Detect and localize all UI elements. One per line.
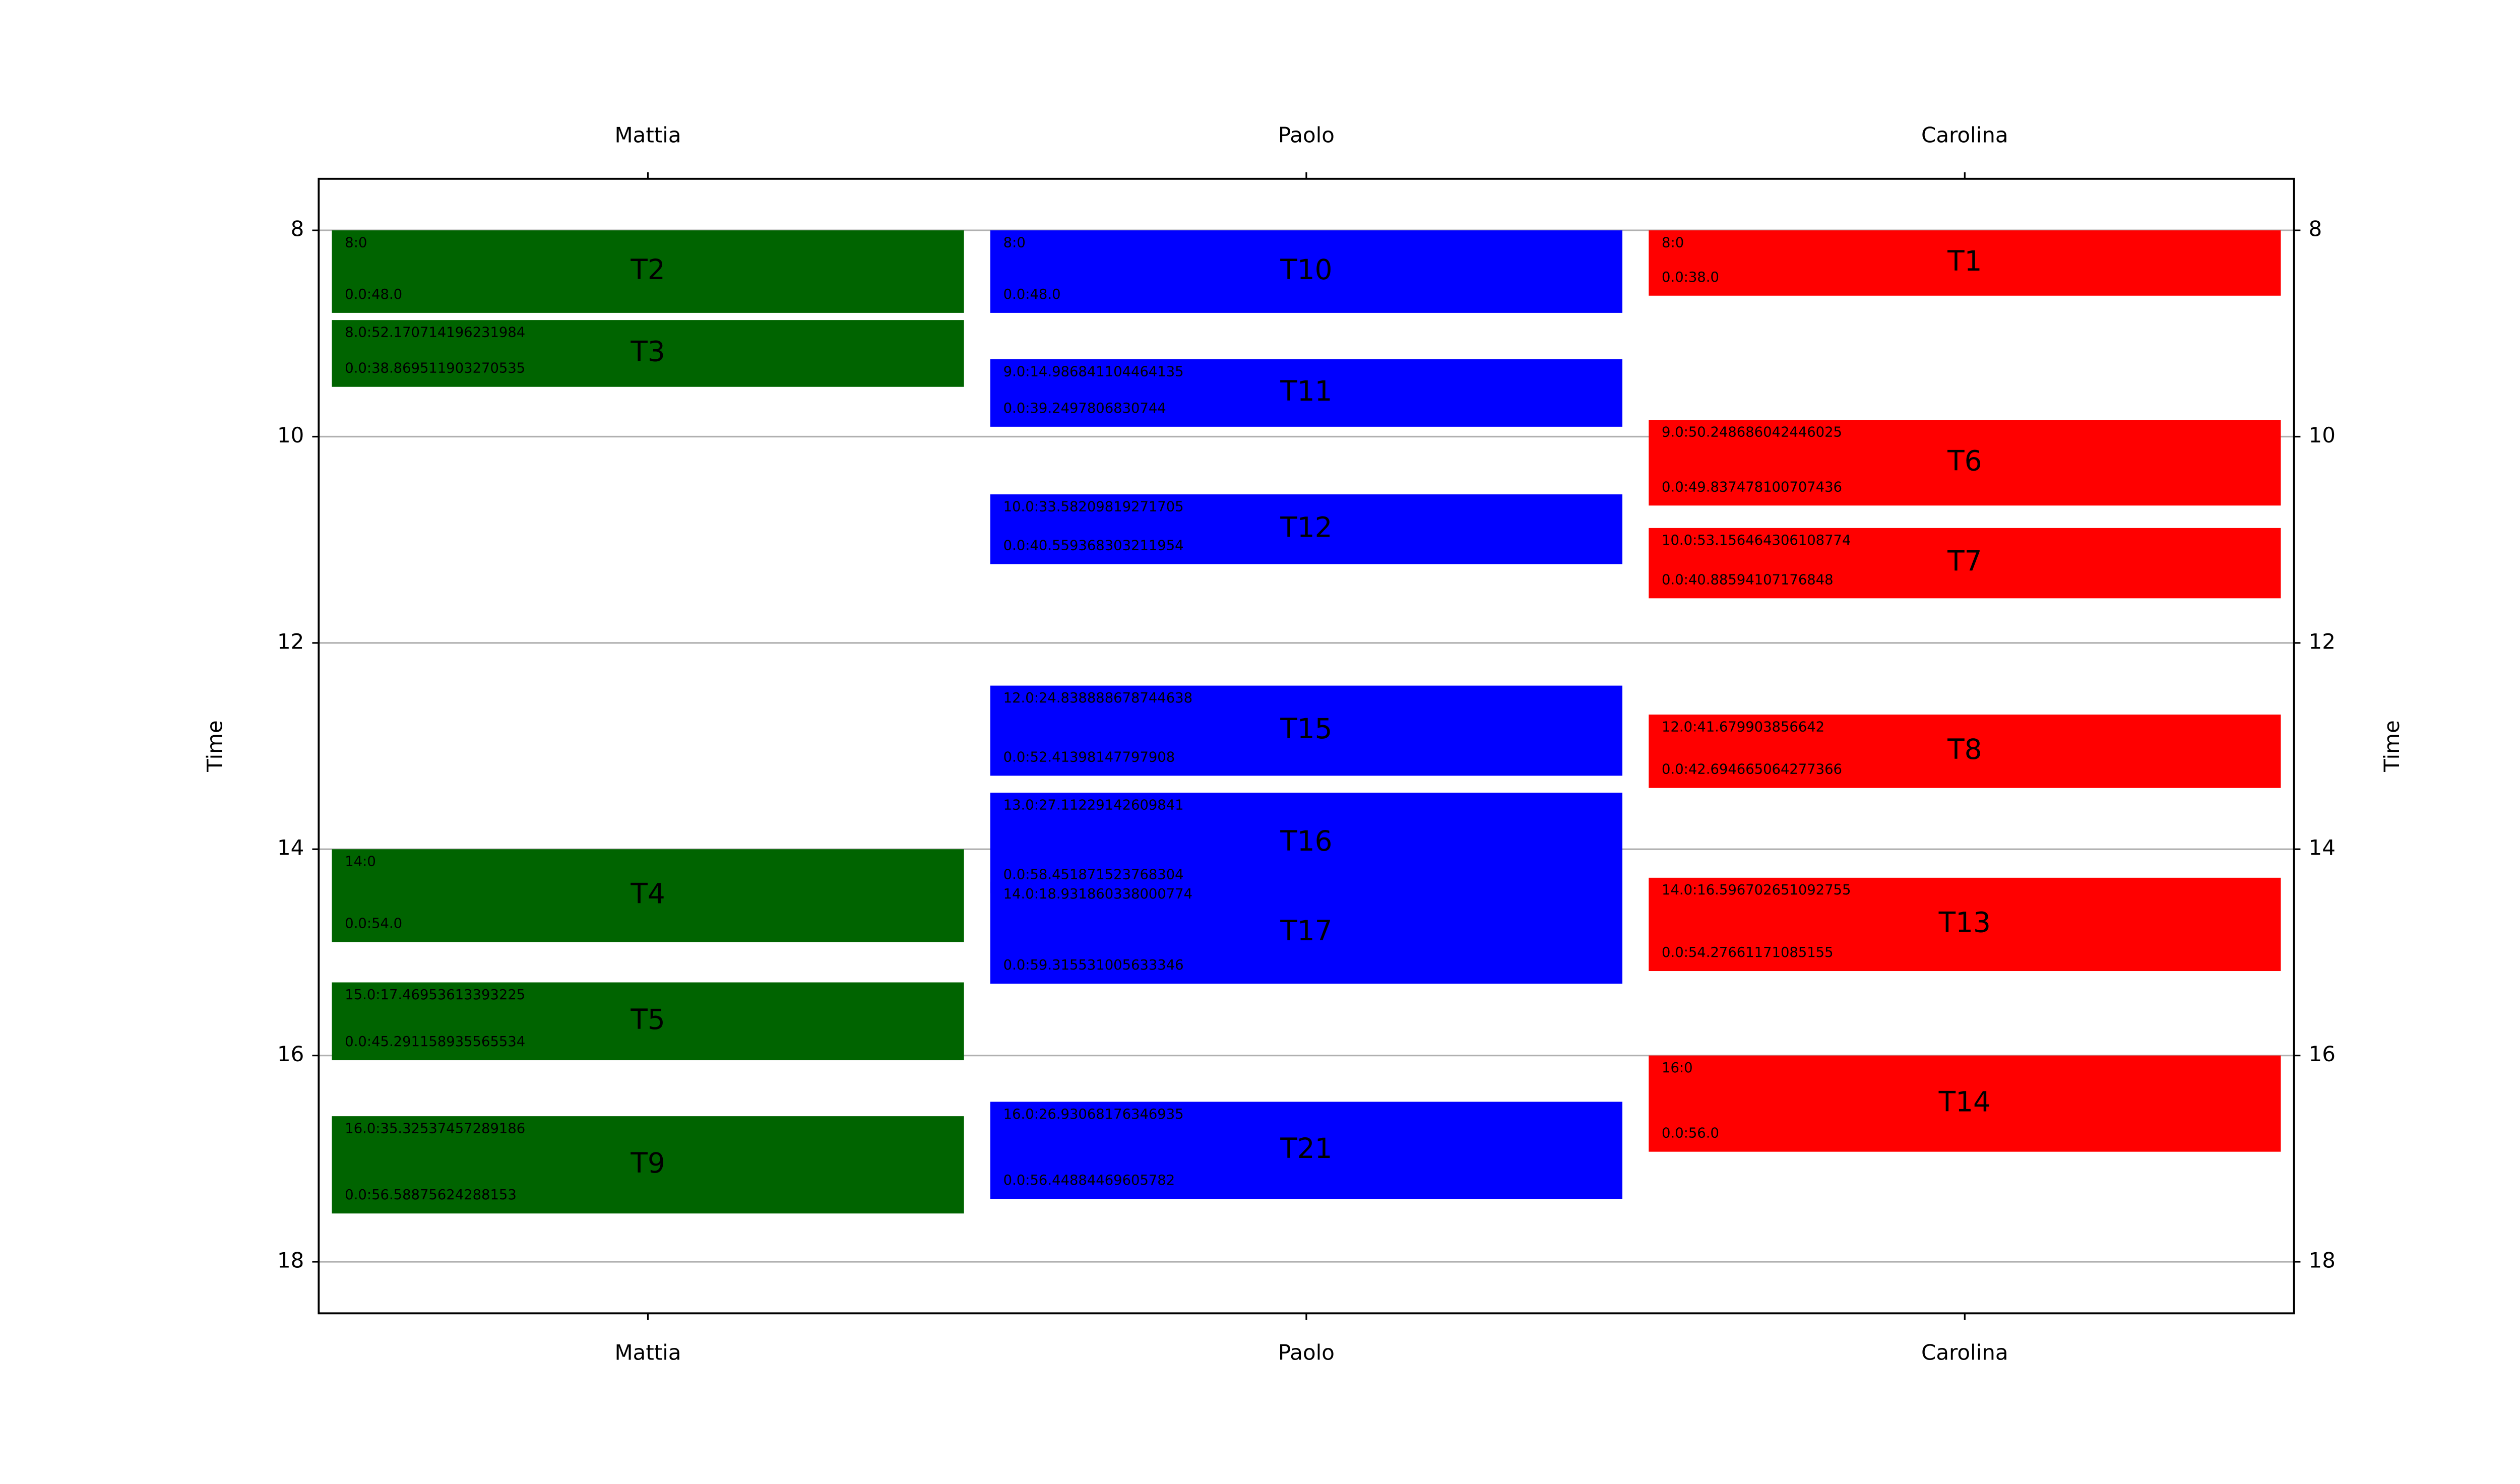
task-label: T21 bbox=[1280, 1132, 1332, 1165]
task-label: T7 bbox=[1947, 545, 1982, 577]
y-tick-label: 18 bbox=[277, 1248, 304, 1272]
task-bar bbox=[1649, 1055, 2281, 1152]
task-start-label: 16.0:26.93068176346935 bbox=[1003, 1107, 1184, 1122]
task-label: T14 bbox=[1938, 1085, 1991, 1118]
x2-tick-label: Mattia bbox=[615, 122, 681, 147]
task-start-label: 8.0:52.170714196231984 bbox=[345, 325, 525, 340]
plot-frame bbox=[318, 177, 2295, 1315]
task-label: T13 bbox=[1938, 907, 1991, 939]
task-bar bbox=[1649, 528, 2281, 599]
task-duration-label: 0.0:58.451871523768304 bbox=[1003, 867, 1184, 882]
y2-tick-label: 10 bbox=[2309, 423, 2336, 447]
task-bar bbox=[1649, 715, 2281, 788]
x-tick-label: Carolina bbox=[1921, 1340, 2008, 1365]
task-duration-label: 0.0:42.694665064277366 bbox=[1662, 762, 1842, 778]
task-start-label: 16.0:35.32537457289186 bbox=[345, 1121, 525, 1136]
task-start-label: 13.0:27.11229142609841 bbox=[1003, 797, 1184, 813]
task-label: T6 bbox=[1947, 444, 1982, 477]
x2-tick-label: Carolina bbox=[1921, 122, 2008, 147]
task-label: T5 bbox=[630, 1003, 665, 1036]
task-duration-label: 0.0:56.58875624288153 bbox=[345, 1187, 517, 1203]
task-start-label: 8:0 bbox=[1662, 235, 1684, 250]
x-tick-label: Mattia bbox=[615, 1340, 681, 1365]
task-bar bbox=[332, 1116, 964, 1214]
task-label: T10 bbox=[1280, 253, 1332, 286]
task-duration-label: 0.0:56.44884469605782 bbox=[1003, 1173, 1175, 1188]
y2-tick-label: 12 bbox=[2309, 629, 2336, 654]
y2-tick-label: 16 bbox=[2309, 1042, 2336, 1066]
task-bar bbox=[990, 494, 1622, 564]
task-duration-label: 0.0:45.291158935565534 bbox=[345, 1034, 525, 1050]
task-start-label: 14.0:16.596702651092755 bbox=[1662, 882, 1851, 898]
task-start-label: 14:0 bbox=[345, 854, 376, 870]
task-start-label: 12.0:41.679903856642 bbox=[1662, 719, 1824, 735]
y2-tick-label: 14 bbox=[2309, 835, 2336, 860]
task-duration-label: 0.0:59.315531005633346 bbox=[1003, 957, 1184, 973]
task-bar bbox=[990, 881, 1622, 984]
task-duration-label: 0.0:52.41398147797908 bbox=[1003, 749, 1175, 765]
y2-tick-label: 8 bbox=[2309, 217, 2322, 241]
task-label: T8 bbox=[1947, 733, 1982, 765]
y-axis-label: Time bbox=[203, 720, 227, 772]
task-label: T11 bbox=[1280, 375, 1332, 407]
task-bar bbox=[990, 359, 1622, 427]
y2-tick-label: 18 bbox=[2309, 1248, 2336, 1272]
y2-axis-label: Time bbox=[2379, 720, 2404, 772]
x-tick-label: Paolo bbox=[1278, 1340, 1335, 1365]
task-bar bbox=[1649, 877, 2281, 972]
task-start-label: 12.0:24.838888678744638 bbox=[1003, 690, 1192, 706]
task-duration-label: 0.0:39.2497806830744 bbox=[1003, 401, 1166, 416]
task-start-label: 15.0:17.46953613393225 bbox=[345, 987, 525, 1003]
task-duration-label: 0.0:49.837478100707436 bbox=[1662, 479, 1842, 495]
y-tick-label: 16 bbox=[277, 1042, 304, 1066]
task-bar bbox=[332, 849, 964, 942]
task-bar bbox=[990, 685, 1622, 776]
task-label: T9 bbox=[630, 1147, 665, 1179]
task-start-label: 8:0 bbox=[1003, 235, 1026, 250]
task-start-label: 8:0 bbox=[345, 235, 367, 250]
task-duration-label: 0.0:56.0 bbox=[1662, 1126, 1719, 1141]
task-start-label: 10.0:33.58209819271705 bbox=[1003, 499, 1184, 514]
task-bar bbox=[990, 793, 1622, 893]
x2-tick-label: Paolo bbox=[1278, 122, 1335, 147]
task-label: T15 bbox=[1280, 713, 1332, 745]
task-label: T12 bbox=[1280, 511, 1332, 543]
task-start-label: 14.0:18.931860338000774 bbox=[1003, 886, 1192, 902]
task-duration-label: 0.0:54.0 bbox=[345, 916, 402, 931]
task-start-label: 9.0:50.248686042446025 bbox=[1662, 425, 1842, 440]
task-duration-label: 0.0:40.559368303211954 bbox=[1003, 538, 1184, 553]
task-bar bbox=[1649, 420, 2281, 506]
task-bar bbox=[990, 1102, 1622, 1199]
task-start-label: 9.0:14.986841104464135 bbox=[1003, 364, 1184, 379]
task-start-label: 16:0 bbox=[1662, 1060, 1693, 1076]
task-bar bbox=[332, 230, 964, 313]
task-label: T4 bbox=[630, 877, 665, 910]
task-duration-label: 0.0:38.0 bbox=[1662, 270, 1719, 285]
task-bar bbox=[332, 320, 964, 387]
task-label: T16 bbox=[1280, 825, 1332, 857]
task-duration-label: 0.0:40.88594107176848 bbox=[1662, 572, 1834, 588]
task-bar bbox=[332, 982, 964, 1061]
y-tick-label: 14 bbox=[277, 835, 304, 860]
task-label: T1 bbox=[1947, 245, 1982, 277]
task-bar bbox=[1649, 230, 2281, 296]
task-label: T3 bbox=[630, 336, 665, 368]
y-tick-label: 10 bbox=[277, 423, 304, 447]
task-label: T17 bbox=[1280, 915, 1332, 947]
task-start-label: 10.0:53.156464306108774 bbox=[1662, 533, 1851, 548]
task-duration-label: 0.0:54.27661171085155 bbox=[1662, 945, 1834, 960]
task-bar bbox=[990, 230, 1622, 313]
y-tick-label: 8 bbox=[291, 217, 304, 241]
y-tick-label: 12 bbox=[277, 629, 304, 654]
task-duration-label: 0.0:48.0 bbox=[345, 287, 402, 302]
task-duration-label: 0.0:48.0 bbox=[1003, 287, 1061, 302]
task-label: T2 bbox=[630, 253, 665, 286]
task-duration-label: 0.0:38.869511903270535 bbox=[345, 361, 525, 376]
